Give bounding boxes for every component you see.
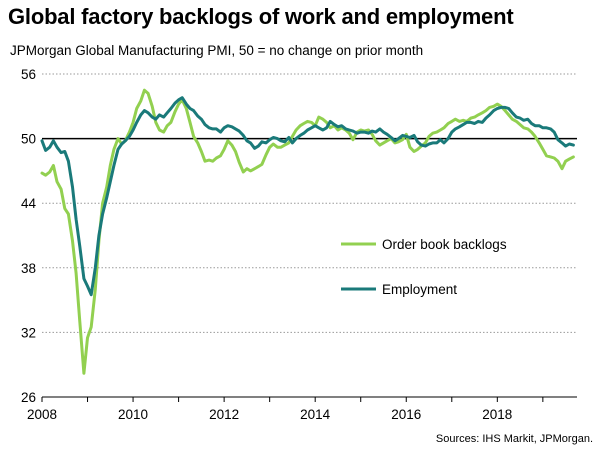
y-axis-tick-labels: 26 32 38 44 50 56 xyxy=(21,67,37,405)
legend-label: Order book backlogs xyxy=(382,237,507,252)
y-tick-label: 50 xyxy=(21,132,36,147)
x-tick-label: 2016 xyxy=(391,407,421,422)
y-tick-label: 38 xyxy=(21,261,36,276)
y-tick-label: 26 xyxy=(21,390,36,405)
legend-label: Employment xyxy=(382,282,457,297)
legend: Order book backlogs Employment xyxy=(341,237,507,297)
y-tick-label: 44 xyxy=(21,196,37,211)
x-tick-label: 2008 xyxy=(27,407,57,422)
x-tick-label: 2012 xyxy=(209,407,239,422)
x-tick-label: 2018 xyxy=(482,407,512,422)
x-tick-label: 2014 xyxy=(300,407,331,422)
y-tick-label: 32 xyxy=(21,325,36,340)
x-axis: 2008 2010 2012 2014 2016 2018 xyxy=(27,396,577,422)
series-line-employment xyxy=(40,96,575,297)
chart-title: Global factory backlogs of work and empl… xyxy=(8,4,514,29)
series-line-order-book-backlogs xyxy=(40,88,575,375)
x-tick-label: 2010 xyxy=(118,407,148,422)
series-lines xyxy=(40,88,575,375)
y-tick-label: 56 xyxy=(21,67,36,82)
source-note: Sources: IHS Markit, JPMorgan. xyxy=(435,433,593,445)
chart-subtitle: JPMorgan Global Manufacturing PMI, 50 = … xyxy=(10,43,424,58)
gridlines xyxy=(42,73,577,333)
